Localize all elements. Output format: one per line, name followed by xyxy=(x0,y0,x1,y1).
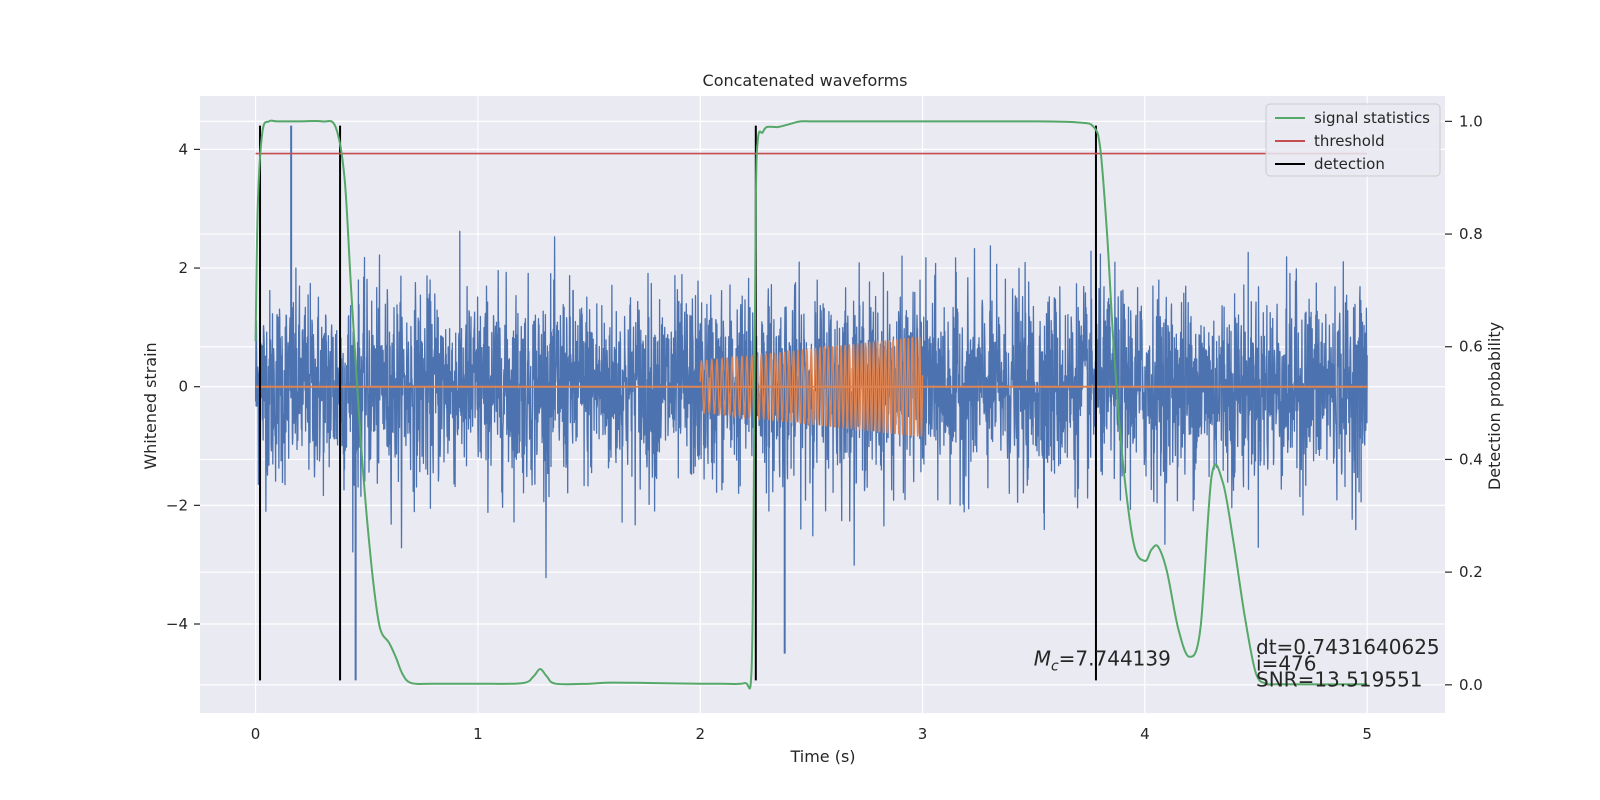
annotation-subscript: c xyxy=(1051,659,1059,675)
strain-series xyxy=(254,125,1368,681)
legend-label: threshold xyxy=(1314,132,1385,150)
signal-statistics-line xyxy=(254,119,1368,690)
y-right-tick-label: 1.0 xyxy=(1459,112,1483,130)
y-axis-right-label: Detection probability xyxy=(1485,322,1504,490)
annotations: Mc=7.744139 dt=0.7431640625 i=476SNR=13.5… xyxy=(1034,635,1440,692)
x-axis-label: Time (s) xyxy=(789,747,855,766)
y-left-tick-label: 0 xyxy=(178,378,188,396)
y-right-tick-label: 0.0 xyxy=(1459,676,1483,694)
y-right-tick-label: 0.4 xyxy=(1459,450,1483,468)
legend-label: detection xyxy=(1314,155,1385,173)
x-tick-label: 1 xyxy=(473,725,483,743)
chart-title: Concatenated waveforms xyxy=(703,71,908,90)
y-left-tick-label: 4 xyxy=(178,140,188,158)
x-tick-label: 5 xyxy=(1362,725,1372,743)
annotation-text: Mc=7.744139 xyxy=(1034,647,1171,675)
annotation-symbol: M xyxy=(1034,647,1051,671)
x-tick-label: 4 xyxy=(1140,725,1150,743)
template-chirp xyxy=(699,336,924,437)
x-tick-label: 3 xyxy=(918,725,928,743)
annotation-text: i=476 xyxy=(1256,652,1317,676)
x-tick-label: 0 xyxy=(251,725,261,743)
template-series xyxy=(255,336,1368,437)
y-axis-left-label: Whitened strain xyxy=(141,342,160,469)
y-right-tick-label: 0.2 xyxy=(1459,563,1483,581)
y-axis-right: 0.0 0.2 0.4 0.6 0.8 1.0 xyxy=(1445,112,1483,694)
annotation-text: SNR=13.519551 xyxy=(1256,668,1422,692)
legend-box xyxy=(1265,103,1441,177)
y-left-tick-label: −4 xyxy=(166,615,188,633)
annotation-text: dt=0.7431640625 xyxy=(1256,635,1440,659)
x-tick-label: 2 xyxy=(695,725,705,743)
y-right-tick-label: 0.6 xyxy=(1459,338,1483,356)
legend: signal statistics threshold detection xyxy=(1265,103,1441,177)
signal-statistics-series xyxy=(254,119,1368,690)
x-axis: 0 1 2 3 4 5 xyxy=(251,725,1372,743)
annotation-value: =7.744139 xyxy=(1059,647,1171,671)
legend-label: signal statistics xyxy=(1314,109,1430,127)
y-left-tick-label: −2 xyxy=(166,496,188,514)
y-left-tick-label: 2 xyxy=(178,259,188,277)
strain-line xyxy=(254,230,1368,579)
y-axis-left: −4 −2 0 2 4 xyxy=(166,140,200,633)
y-right-tick-label: 0.8 xyxy=(1459,225,1483,243)
